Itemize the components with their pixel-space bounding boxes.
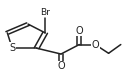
- Text: O: O: [76, 26, 83, 36]
- Text: Br: Br: [40, 8, 50, 17]
- Text: S: S: [9, 43, 15, 53]
- Text: O: O: [91, 40, 99, 49]
- Text: O: O: [57, 61, 65, 71]
